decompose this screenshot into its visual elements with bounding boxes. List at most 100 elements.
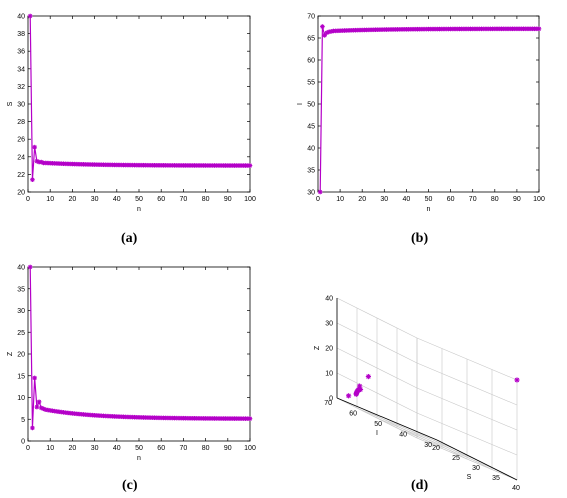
s-tick-label-d: 35 [492,475,500,482]
x-tick-label-a: 30 [91,196,99,203]
panel-label-c: (c) [122,478,138,493]
z-tick-label-d: 30 [325,321,333,328]
data-point-d [514,377,520,383]
y-tick-label-a: 20 [17,190,25,197]
x-tick-label-c: 100 [244,445,256,452]
z-tick-label-d: 40 [325,296,333,303]
x-tick-label-b: 0 [316,196,320,203]
y-tick-label-b: 55 [307,80,315,87]
x-tick-label-b: 70 [469,196,477,203]
series-line-a [29,15,250,180]
x-tick-label-a: 40 [113,196,121,203]
x-tick-label-c: 0 [26,445,30,452]
grid-line-d [336,397,418,439]
x-tick-label-c: 20 [69,445,77,452]
x-tick-label-a: 70 [180,196,188,203]
data-point-b [320,24,325,29]
data-point-a [32,144,37,150]
y-tick-label-b: 70 [307,14,315,21]
y-tick-label-a: 34 [17,66,25,73]
y-tick-label-b: 60 [307,58,315,65]
data-point-b [322,33,327,38]
y-tick-label-c: 25 [17,330,25,337]
x-tick-label-b: 60 [447,196,455,203]
y-tick-label-c: 10 [17,395,25,402]
grid-line-d [361,408,443,449]
i-axis-d [336,397,438,441]
data-point-a [30,177,35,182]
x-tick-label-b: 100 [533,196,545,203]
x-tick-label-a: 10 [46,196,54,203]
data-point-d [365,373,371,380]
x-tick-label-a: 100 [244,196,256,203]
data-point-b [536,26,542,32]
y-tick-label-c: 0 [21,439,25,446]
grid-line-d [336,347,418,389]
grid-line-d [336,372,418,414]
y-tick-label-a: 28 [17,119,25,126]
data-point-c [32,375,37,381]
y-tick-label-b: 30 [307,190,315,197]
x-tick-label-b: 30 [380,196,388,203]
data-point-c [27,264,33,270]
x-tick-label-c: 80 [202,445,210,452]
y-tick-label-c: 20 [17,352,25,359]
s-axis-d [436,439,518,481]
grid-line-d [416,362,518,406]
x-axis-label-b: n [427,206,431,213]
i-axis-label-d: I [376,430,378,437]
grid-line-d [336,322,418,364]
y-tick-label-a: 40 [17,14,25,21]
x-tick-label-c: 50 [135,445,143,452]
x-axis-label-c: n [137,455,141,462]
s-axis-label-d: S [467,474,472,481]
y-tick-label-a: 32 [17,84,25,91]
x-tick-label-b: 50 [425,196,433,203]
data-point-b [317,189,323,195]
y-tick-label-a: 36 [17,49,25,56]
plot-frame-c [27,266,251,442]
data-point-c [34,404,40,410]
grid-line-d [411,429,493,470]
data-point-a [247,163,253,168]
y-tick-label-b: 40 [307,146,315,153]
s-tick-label-d: 40 [512,485,520,492]
i-tick-label-d: 50 [374,421,382,428]
x-tick-label-c: 60 [157,445,165,452]
x-axis-label-a: n [137,206,141,213]
x-tick-label-b: 80 [491,196,499,203]
x-tick-label-c: 90 [224,445,232,452]
x-tick-label-c: 70 [180,445,188,452]
y-tick-label-a: 38 [17,31,25,38]
z-axis-label-d: Z [314,345,321,350]
i-tick-label-d: 60 [349,411,357,418]
y-tick-label-c: 30 [17,308,25,315]
y-tick-label-b: 65 [307,36,315,43]
s-tick-label-d: 20 [432,445,440,452]
x-tick-label-a: 50 [135,196,143,203]
z-tick-label-d: 10 [325,371,333,378]
y-axis-label-b: I [297,103,304,105]
x-tick-label-a: 60 [157,196,165,203]
x-tick-label-a: 80 [202,196,210,203]
i-tick-label-d: 70 [324,400,332,407]
y-tick-label-c: 15 [17,373,25,380]
s-tick-label-d: 25 [452,455,460,462]
y-tick-label-b: 50 [307,102,315,109]
x-tick-label-c: 40 [113,445,121,452]
z-tick-label-d: 20 [325,346,333,353]
data-point-b [324,30,330,36]
grid-line-d [336,297,418,339]
y-axis-label-a: S [7,101,14,106]
y-tick-label-b: 45 [307,124,315,131]
x-tick-label-c: 10 [46,445,54,452]
y-tick-label-b: 35 [307,168,315,175]
x-tick-label-b: 40 [403,196,411,203]
z-tick-label-d: 0 [329,396,333,403]
panel-label-b: (b) [411,231,429,246]
y-tick-label-a: 22 [17,172,25,179]
x-tick-label-b: 90 [513,196,521,203]
series-line-b [319,26,539,193]
grid-line-d [416,412,518,456]
data-point-c [30,425,35,431]
